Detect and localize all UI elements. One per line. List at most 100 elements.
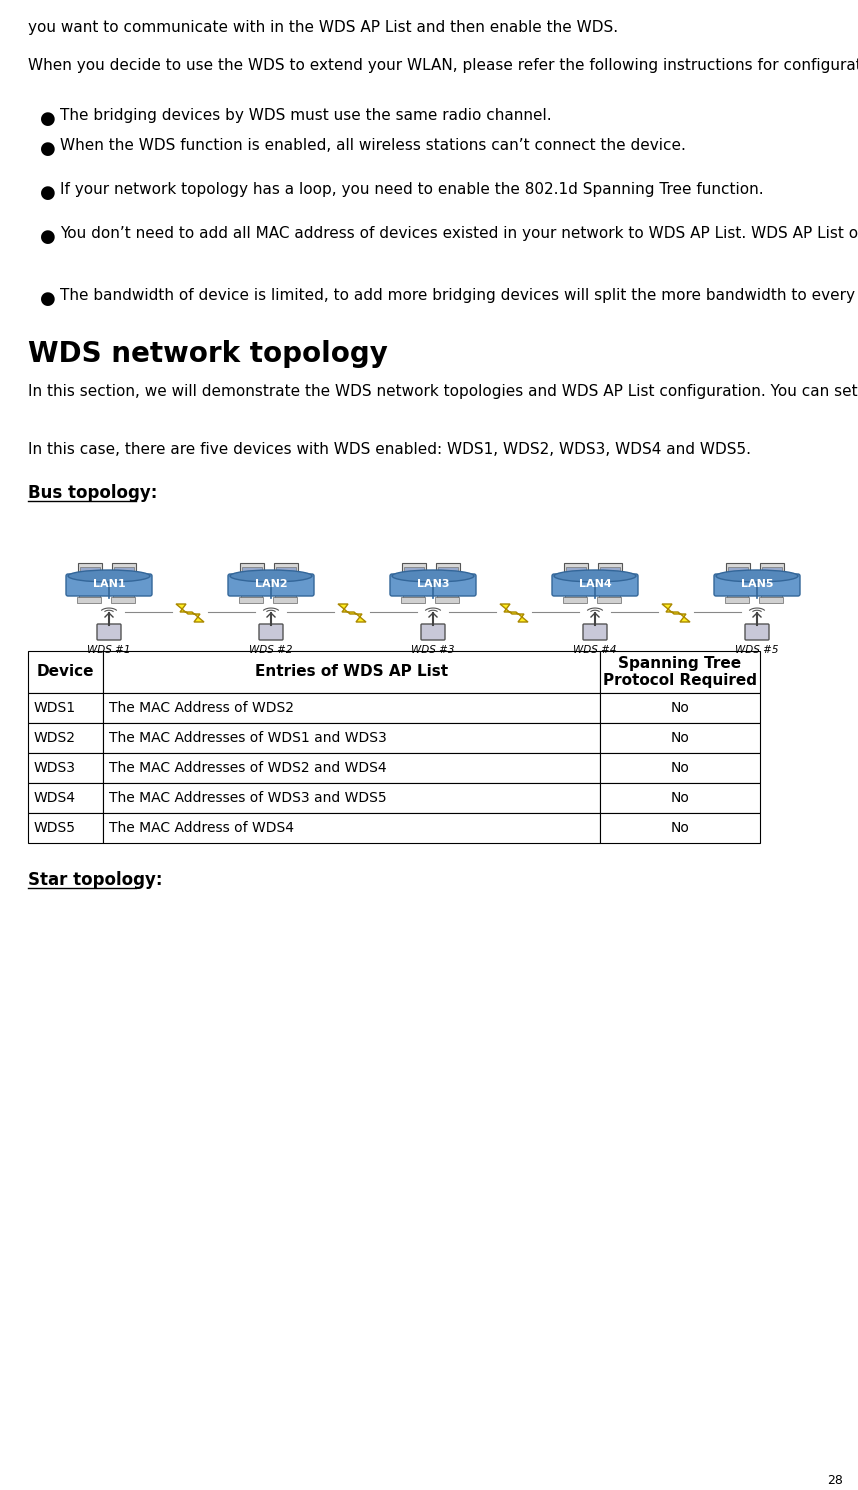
Bar	[563, 597, 587, 603]
Polygon shape	[662, 603, 690, 621]
Bar	[241, 593, 262, 597]
Polygon shape	[500, 603, 528, 621]
Text: LAN5: LAN5	[740, 580, 773, 589]
Text: In this section, we will demonstrate the WDS network topologies and WDS AP List : In this section, we will demonstrate the…	[28, 384, 858, 399]
Bar	[437, 593, 458, 597]
Text: ●: ●	[40, 140, 56, 158]
Text: The bandwidth of device is limited, to add more bridging devices will split the : The bandwidth of device is limited, to a…	[60, 288, 858, 302]
FancyBboxPatch shape	[421, 624, 445, 641]
Bar	[599, 593, 620, 597]
Text: No: No	[671, 700, 690, 715]
Bar	[762, 568, 782, 589]
Bar	[282, 589, 289, 595]
Text: WDS network topology: WDS network topology	[28, 340, 388, 368]
Text: WDS #5: WDS #5	[735, 645, 779, 656]
Text: The MAC Addresses of WDS2 and WDS4: The MAC Addresses of WDS2 and WDS4	[109, 761, 387, 775]
Text: LAN1: LAN1	[93, 580, 125, 589]
Bar	[103, 693, 600, 723]
Bar	[103, 814, 600, 843]
Bar	[114, 568, 134, 589]
Bar	[239, 597, 263, 603]
Bar	[597, 597, 621, 603]
Ellipse shape	[716, 571, 798, 583]
FancyBboxPatch shape	[66, 574, 152, 596]
Bar	[274, 563, 298, 592]
Bar	[728, 568, 748, 589]
Bar	[275, 593, 296, 597]
Text: The MAC Address of WDS2: The MAC Address of WDS2	[109, 700, 294, 715]
Text: WDS2: WDS2	[34, 732, 76, 745]
Bar	[438, 568, 458, 589]
Bar	[401, 597, 425, 603]
Bar	[564, 563, 588, 592]
Bar	[28, 693, 103, 723]
Text: No: No	[671, 732, 690, 745]
Text: WDS3: WDS3	[34, 761, 76, 775]
Bar	[600, 814, 760, 843]
Bar	[565, 593, 586, 597]
Bar	[600, 784, 760, 814]
Bar	[28, 651, 103, 693]
Ellipse shape	[230, 571, 312, 583]
Bar	[600, 752, 760, 784]
Bar	[28, 752, 103, 784]
Bar	[111, 597, 135, 603]
Bar	[435, 597, 459, 603]
FancyBboxPatch shape	[714, 574, 800, 596]
Bar	[80, 568, 100, 589]
Bar	[404, 568, 424, 589]
Text: LAN4: LAN4	[578, 580, 612, 589]
Text: Entries of WDS AP List: Entries of WDS AP List	[255, 665, 448, 679]
Bar	[273, 597, 297, 603]
Bar	[248, 589, 255, 595]
FancyBboxPatch shape	[745, 624, 769, 641]
FancyBboxPatch shape	[259, 624, 283, 641]
Text: No: No	[671, 821, 690, 834]
Text: The MAC Addresses of WDS1 and WDS3: The MAC Addresses of WDS1 and WDS3	[109, 732, 387, 745]
Bar	[410, 589, 417, 595]
Text: WDS1: WDS1	[34, 700, 76, 715]
Bar	[77, 597, 101, 603]
Text: Device: Device	[37, 665, 94, 679]
Text: WDS #2: WDS #2	[250, 645, 293, 656]
Bar	[28, 814, 103, 843]
Polygon shape	[176, 603, 204, 621]
Bar	[566, 568, 586, 589]
Bar	[28, 723, 103, 752]
Text: When you decide to use the WDS to extend your WLAN, please refer the following i: When you decide to use the WDS to extend…	[28, 58, 858, 73]
Text: 28: 28	[827, 1474, 843, 1487]
Text: you want to communicate with in the WDS AP List and then enable the WDS.: you want to communicate with in the WDS …	[28, 19, 618, 34]
Text: WDS #3: WDS #3	[411, 645, 455, 656]
Bar	[79, 593, 100, 597]
Text: The MAC Address of WDS4: The MAC Address of WDS4	[109, 821, 294, 834]
Text: You don’t need to add all MAC address of devices existed in your network to WDS : You don’t need to add all MAC address of…	[60, 226, 858, 241]
Bar	[606, 589, 613, 595]
Text: When the WDS function is enabled, all wireless stations can’t connect the device: When the WDS function is enabled, all wi…	[60, 139, 686, 153]
Text: ●: ●	[40, 110, 56, 128]
Bar	[598, 563, 622, 592]
Bar	[759, 597, 783, 603]
Bar	[600, 651, 760, 693]
Text: No: No	[671, 761, 690, 775]
Bar	[103, 723, 600, 752]
Bar	[112, 563, 136, 592]
Text: In this case, there are five devices with WDS enabled: WDS1, WDS2, WDS3, WDS4 an: In this case, there are five devices wit…	[28, 443, 751, 457]
Bar	[276, 568, 296, 589]
Text: The bridging devices by WDS must use the same radio channel.: The bridging devices by WDS must use the…	[60, 107, 552, 124]
Text: Star topology:: Star topology:	[28, 872, 162, 890]
Bar	[600, 693, 760, 723]
Bar	[436, 563, 460, 592]
Bar	[103, 651, 600, 693]
Text: Bus topology:: Bus topology:	[28, 484, 157, 502]
Text: WDS5: WDS5	[34, 821, 76, 834]
FancyBboxPatch shape	[228, 574, 314, 596]
Bar	[28, 784, 103, 814]
Bar	[113, 593, 134, 597]
Bar	[240, 563, 264, 592]
Text: The MAC Addresses of WDS3 and WDS5: The MAC Addresses of WDS3 and WDS5	[109, 791, 387, 805]
Bar	[600, 568, 620, 589]
Bar	[760, 563, 784, 592]
Text: No: No	[671, 791, 690, 805]
Text: If your network topology has a loop, you need to enable the 802.1d Spanning Tree: If your network topology has a loop, you…	[60, 182, 764, 197]
Bar	[572, 589, 579, 595]
